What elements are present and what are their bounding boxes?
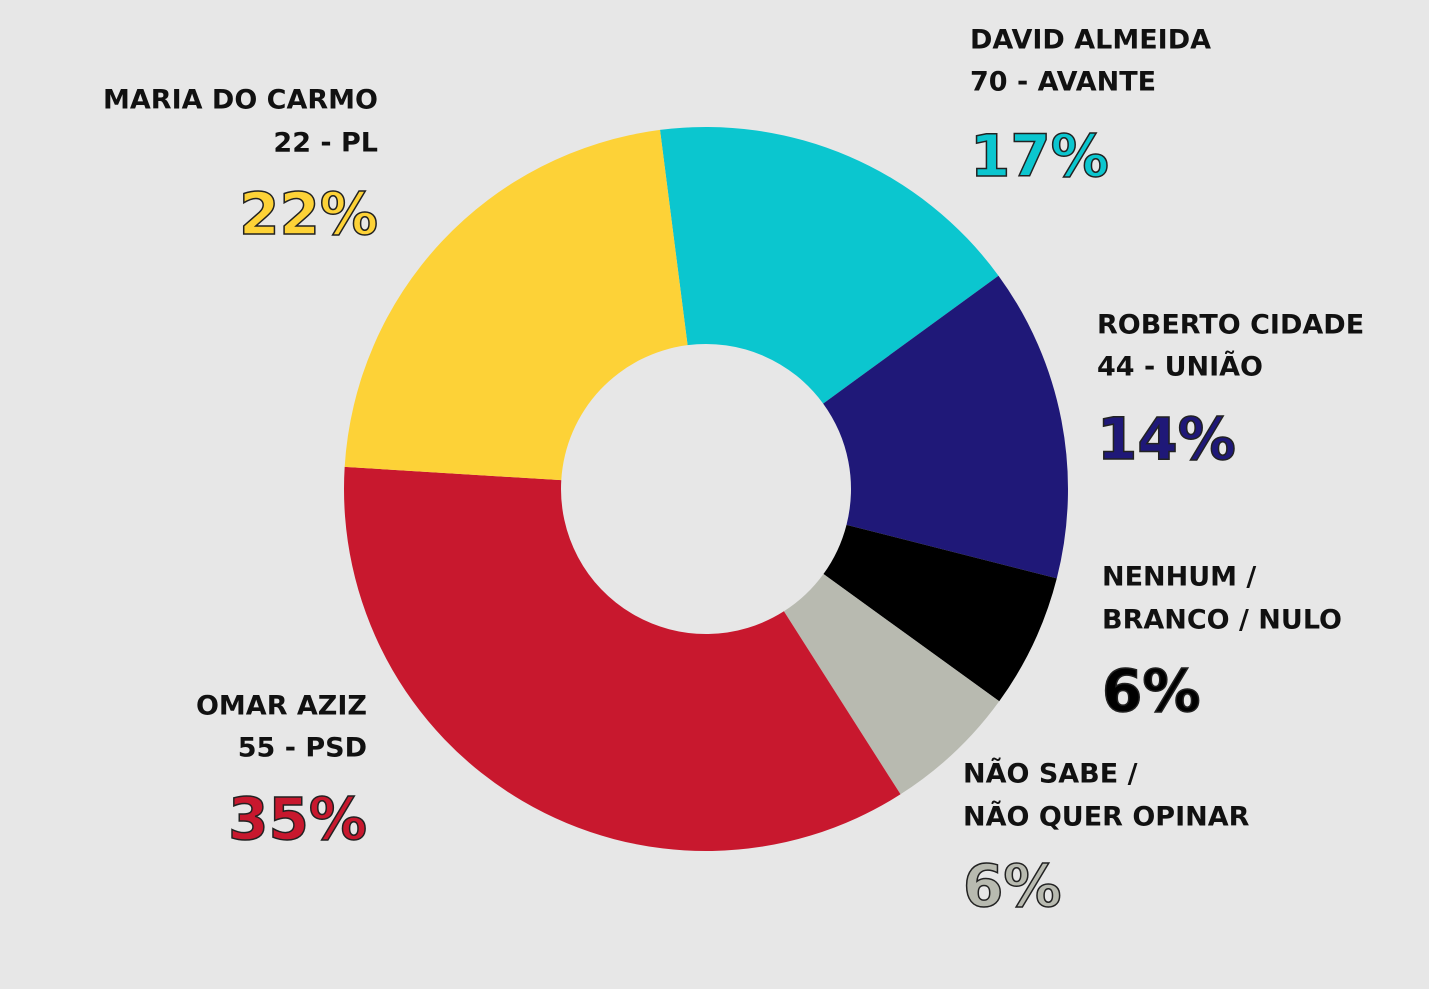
slice-label: 44 - UNIÃO bbox=[1097, 351, 1263, 383]
slice-label: DAVID ALMEIDA bbox=[970, 25, 1211, 56]
value-label: 17% bbox=[970, 122, 1109, 190]
donut-slice bbox=[823, 524, 1057, 702]
donut-slice bbox=[344, 129, 688, 481]
slice-label: NÃO SABE / bbox=[963, 758, 1138, 790]
slice-label: ROBERTO CIDADE bbox=[1097, 310, 1364, 341]
slice-label: 55 - PSD bbox=[238, 733, 367, 764]
slice-label: 22 - PL bbox=[273, 128, 378, 159]
slice-label: NENHUM / bbox=[1102, 562, 1256, 593]
value-label: 6% bbox=[963, 852, 1061, 920]
donut-slice bbox=[823, 275, 1068, 579]
slice-label: NÃO QUER OPINAR bbox=[963, 801, 1250, 833]
value-label: 22% bbox=[239, 180, 378, 248]
slice-label: MARIA DO CARMO bbox=[103, 85, 378, 116]
value-label: 14% bbox=[1097, 405, 1236, 473]
donut-slice bbox=[660, 127, 999, 404]
slice-label: 70 - AVANTE bbox=[970, 67, 1156, 98]
slice-label: OMAR AZIZ bbox=[196, 691, 367, 722]
slice-label: BRANCO / NULO bbox=[1102, 605, 1342, 636]
donut-slice bbox=[783, 574, 1000, 795]
donut-slice bbox=[344, 466, 901, 851]
value-label: 35% bbox=[228, 785, 367, 853]
value-label: 6% bbox=[1102, 657, 1200, 725]
